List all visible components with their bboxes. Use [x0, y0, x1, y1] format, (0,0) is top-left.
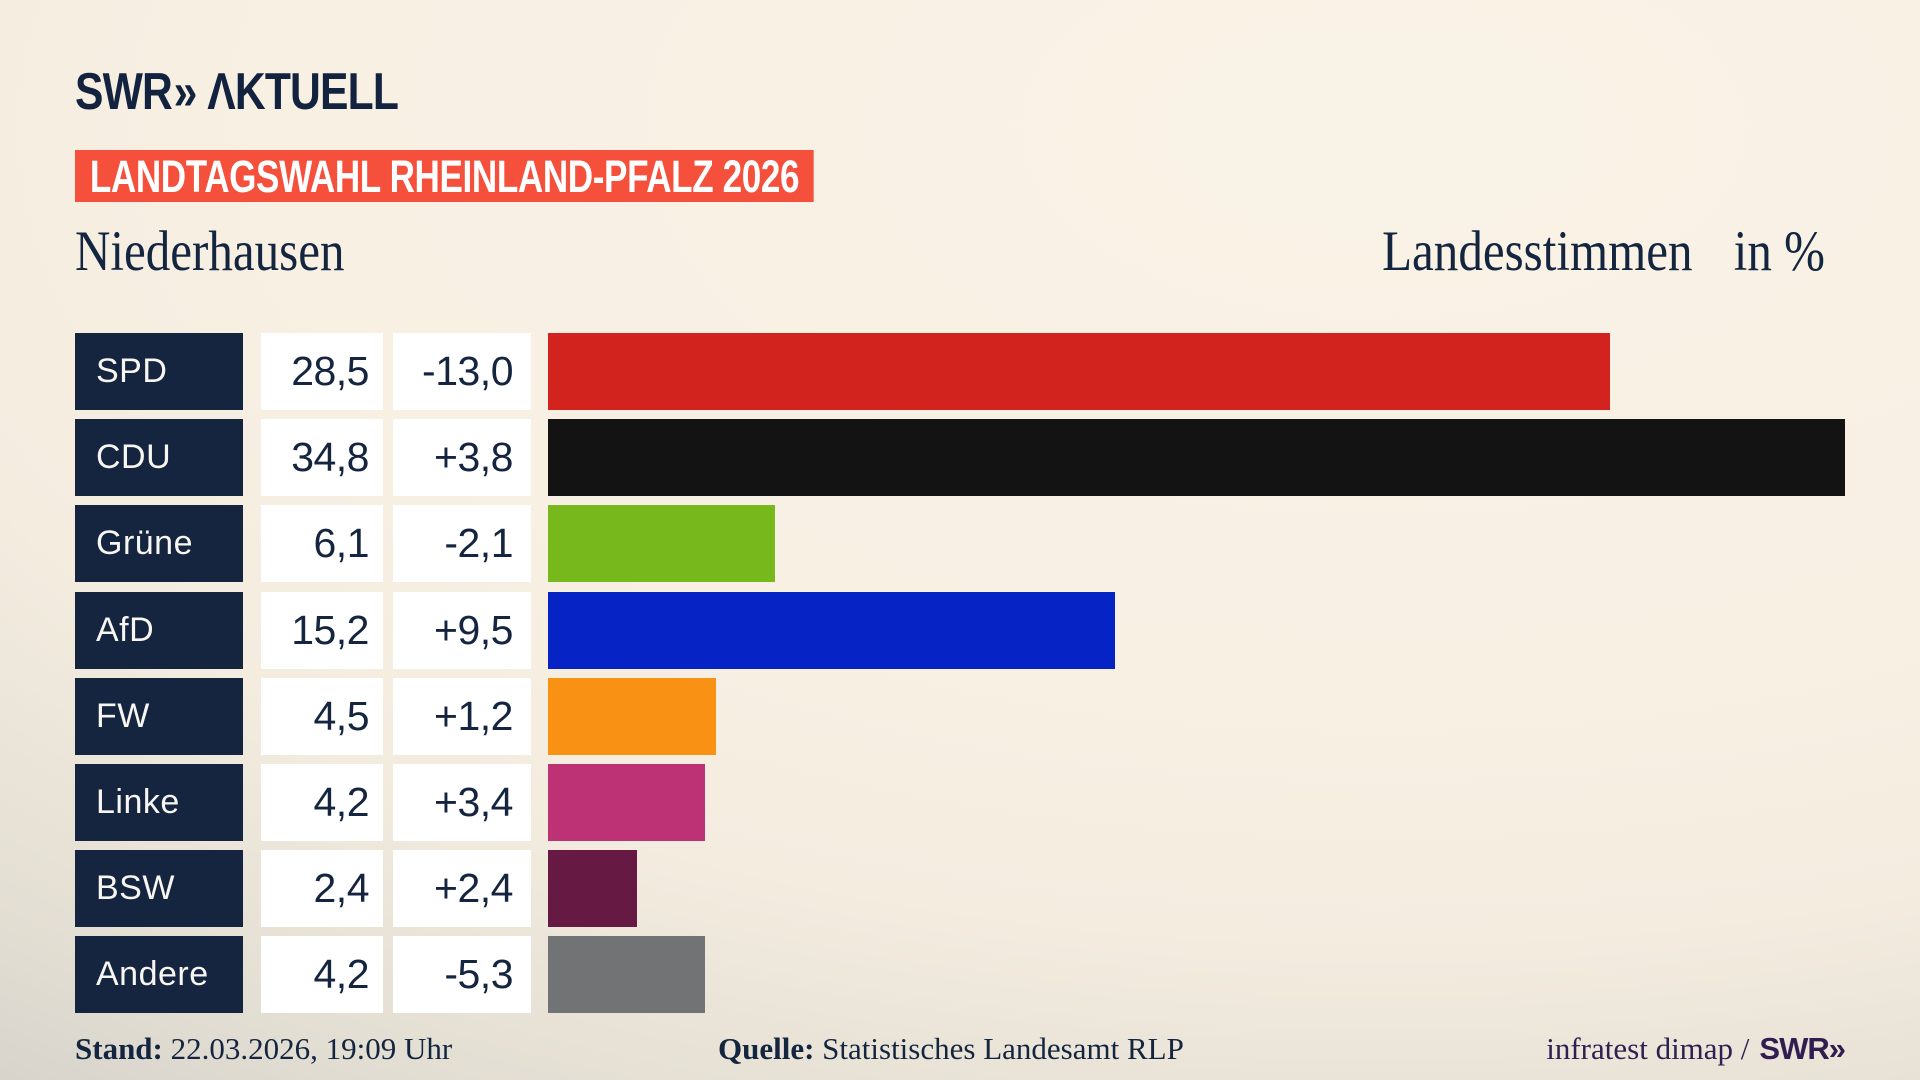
party-value: 4,2 — [261, 763, 383, 841]
party-value: 28,5 — [261, 333, 383, 410]
party-change: +9,5 — [393, 591, 531, 669]
result-bar — [548, 333, 1611, 410]
swr-footer-logo: SWR» — [1759, 1031, 1846, 1066]
party-label: AfD — [75, 591, 243, 669]
bar-track — [548, 333, 1845, 410]
municipality-title: Niederhausen — [75, 220, 345, 283]
party-label: FW — [75, 677, 243, 755]
party-row: BSW 2,4 +2,4 — [75, 850, 1845, 928]
result-bar — [548, 763, 705, 841]
party-change: +3,8 — [393, 419, 531, 497]
party-row: SPD 28,5 -13,0 — [75, 333, 1845, 410]
result-bar — [548, 505, 776, 583]
party-change: +3,4 — [393, 763, 531, 841]
bar-track — [548, 419, 1845, 497]
stand-value: 22.03.2026, 19:09 Uhr — [170, 1031, 453, 1066]
logo-brand-text: SWR — [75, 63, 173, 121]
swr-aktuell-logo: SWR» ΛKTUELL — [75, 62, 399, 122]
party-value: 15,2 — [261, 591, 383, 669]
party-label: Grüne — [75, 505, 243, 583]
party-row: AfD 15,2 +9,5 — [75, 591, 1845, 669]
source-credit: Quelle: Statistisches Landesamt RLP — [718, 1031, 1184, 1067]
party-row: CDU 34,8 +3,8 — [75, 419, 1845, 497]
stand-label: Stand: — [75, 1031, 163, 1066]
bar-track — [548, 677, 1845, 755]
result-bar — [548, 419, 1845, 497]
party-row: Linke 4,2 +3,4 — [75, 763, 1845, 841]
party-value: 2,4 — [261, 850, 383, 928]
result-bar — [548, 591, 1115, 669]
measure-title: Landesstimmen in % — [1382, 219, 1825, 284]
party-row: Grüne 6,1 -2,1 — [75, 505, 1845, 583]
party-change: -5,3 — [393, 936, 531, 1014]
party-value: 4,2 — [261, 936, 383, 1014]
party-value: 6,1 — [261, 505, 383, 583]
unit-label: in % — [1733, 220, 1825, 283]
party-value: 4,5 — [261, 677, 383, 755]
quelle-value: Statistisches Landesamt RLP — [822, 1031, 1184, 1066]
party-change: -13,0 — [393, 333, 531, 410]
stand-timestamp: Stand: 22.03.2026, 19:09 Uhr — [75, 1031, 452, 1067]
party-change: +2,4 — [393, 850, 531, 928]
party-label: CDU — [75, 419, 243, 497]
pollster-credit: infratest dimap / SWR» — [1546, 1031, 1846, 1067]
bar-track — [548, 591, 1845, 669]
result-bar — [548, 850, 638, 928]
bar-track — [548, 763, 1845, 841]
party-row: Andere 4,2 -5,3 — [75, 936, 1845, 1014]
party-change: +1,2 — [393, 677, 531, 755]
party-value: 34,8 — [261, 419, 383, 497]
quelle-label: Quelle: — [718, 1031, 815, 1066]
banner-text: LANDTAGSWAHL RHEINLAND-PFALZ 2026 — [89, 151, 800, 202]
bar-track — [548, 850, 1845, 928]
party-label: Linke — [75, 763, 243, 841]
party-row: FW 4,5 +1,2 — [75, 677, 1845, 755]
credit-text: infratest dimap / — [1546, 1031, 1750, 1066]
party-label: SPD — [75, 333, 243, 410]
bar-track — [548, 936, 1845, 1014]
logo-chevrons-icon: » — [173, 63, 198, 121]
measure-label: Landesstimmen — [1382, 220, 1693, 283]
results-bar-chart: SPD 28,5 -13,0 CDU 34,8 +3,8 Grüne 6,1 -2,1 AfD 15… — [75, 333, 1845, 1014]
result-bar — [548, 677, 716, 755]
party-change: -2,1 — [393, 505, 531, 583]
bar-track — [548, 505, 1845, 583]
logo-suffix-text: ΛKTUELL — [207, 63, 399, 121]
election-banner: LANDTAGSWAHL RHEINLAND-PFALZ 2026 — [75, 150, 814, 202]
party-label: BSW — [75, 850, 243, 928]
result-bar — [548, 936, 705, 1014]
party-label: Andere — [75, 936, 243, 1014]
